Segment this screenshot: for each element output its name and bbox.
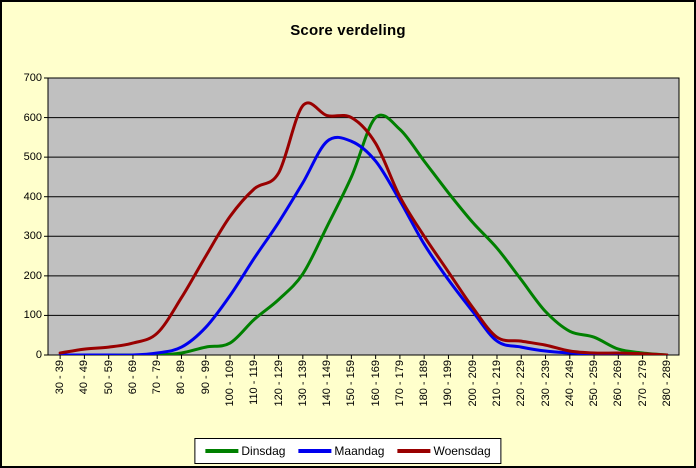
x-axis-label: 160 - 169 — [369, 360, 382, 407]
legend-item: Maandag — [298, 444, 384, 458]
legend-swatch-maandag — [298, 449, 332, 453]
x-axis-label: 280 - 289 — [660, 360, 673, 407]
x-axis-label: 140 - 149 — [321, 360, 334, 407]
x-axis-label: 30 - 39 — [54, 360, 67, 395]
series-line-maandag — [58, 135, 669, 355]
x-axis-label: 200 - 209 — [466, 360, 479, 407]
x-axis-label: 240 - 249 — [563, 360, 576, 407]
x-axis-label: 130 - 139 — [296, 360, 309, 407]
y-axis-label: 100 — [23, 309, 42, 322]
series-line-dinsdag — [58, 113, 669, 355]
x-axis-label: 190 - 199 — [442, 360, 455, 407]
legend-item-label: Dinsdag — [241, 444, 286, 458]
x-axis-label: 40 - 49 — [78, 360, 91, 395]
legend-swatch-woensdag — [397, 449, 431, 453]
x-axis-label: 150 - 159 — [345, 360, 358, 407]
x-axis-label: 270 - 279 — [636, 360, 649, 407]
x-axis-label: 110 - 119 — [248, 360, 261, 405]
y-axis-label: 700 — [23, 72, 42, 84]
x-axis-label: 260 - 269 — [612, 360, 625, 407]
x-axis-label: 180 - 189 — [418, 360, 431, 407]
y-axis-label: 400 — [23, 190, 42, 203]
x-axis-label: 220 - 229 — [515, 360, 528, 407]
legend-item-label: Maandag — [334, 444, 385, 458]
x-axis-label: 60 - 69 — [126, 360, 139, 395]
x-axis-label: 90 - 99 — [199, 360, 212, 395]
x-axis-label: 170 - 179 — [393, 360, 406, 407]
x-axis-label: 210 - 219 — [490, 360, 503, 407]
y-axis-label: 0 — [35, 349, 42, 361]
x-axis-label: 80 - 89 — [175, 360, 188, 395]
y-axis-label: 600 — [23, 111, 42, 124]
legend-item: Dinsdag — [205, 444, 285, 458]
legend-item-label: Woensdag — [433, 444, 491, 458]
y-axis-label: 500 — [23, 151, 42, 164]
y-axis-label: 200 — [23, 269, 42, 282]
x-axis-label: 100 - 109 — [224, 360, 237, 407]
legend-swatch-dinsdag — [205, 449, 239, 453]
series-line-woensdag — [58, 101, 669, 355]
legend-item: Woensdag — [397, 444, 491, 458]
y-axis-label: 300 — [23, 230, 42, 243]
x-axis-label: 250 - 259 — [588, 360, 601, 407]
x-axis-label: 70 - 79 — [151, 360, 164, 395]
plot-area — [47, 77, 680, 356]
legend: Dinsdag Maandag Woensdag — [194, 438, 502, 464]
x-axis-label: 230 - 239 — [539, 360, 552, 407]
x-axis-label: 120 - 129 — [272, 360, 285, 407]
x-axis-label: 50 - 59 — [102, 360, 115, 395]
chart-title: Score verdeling — [290, 22, 406, 39]
